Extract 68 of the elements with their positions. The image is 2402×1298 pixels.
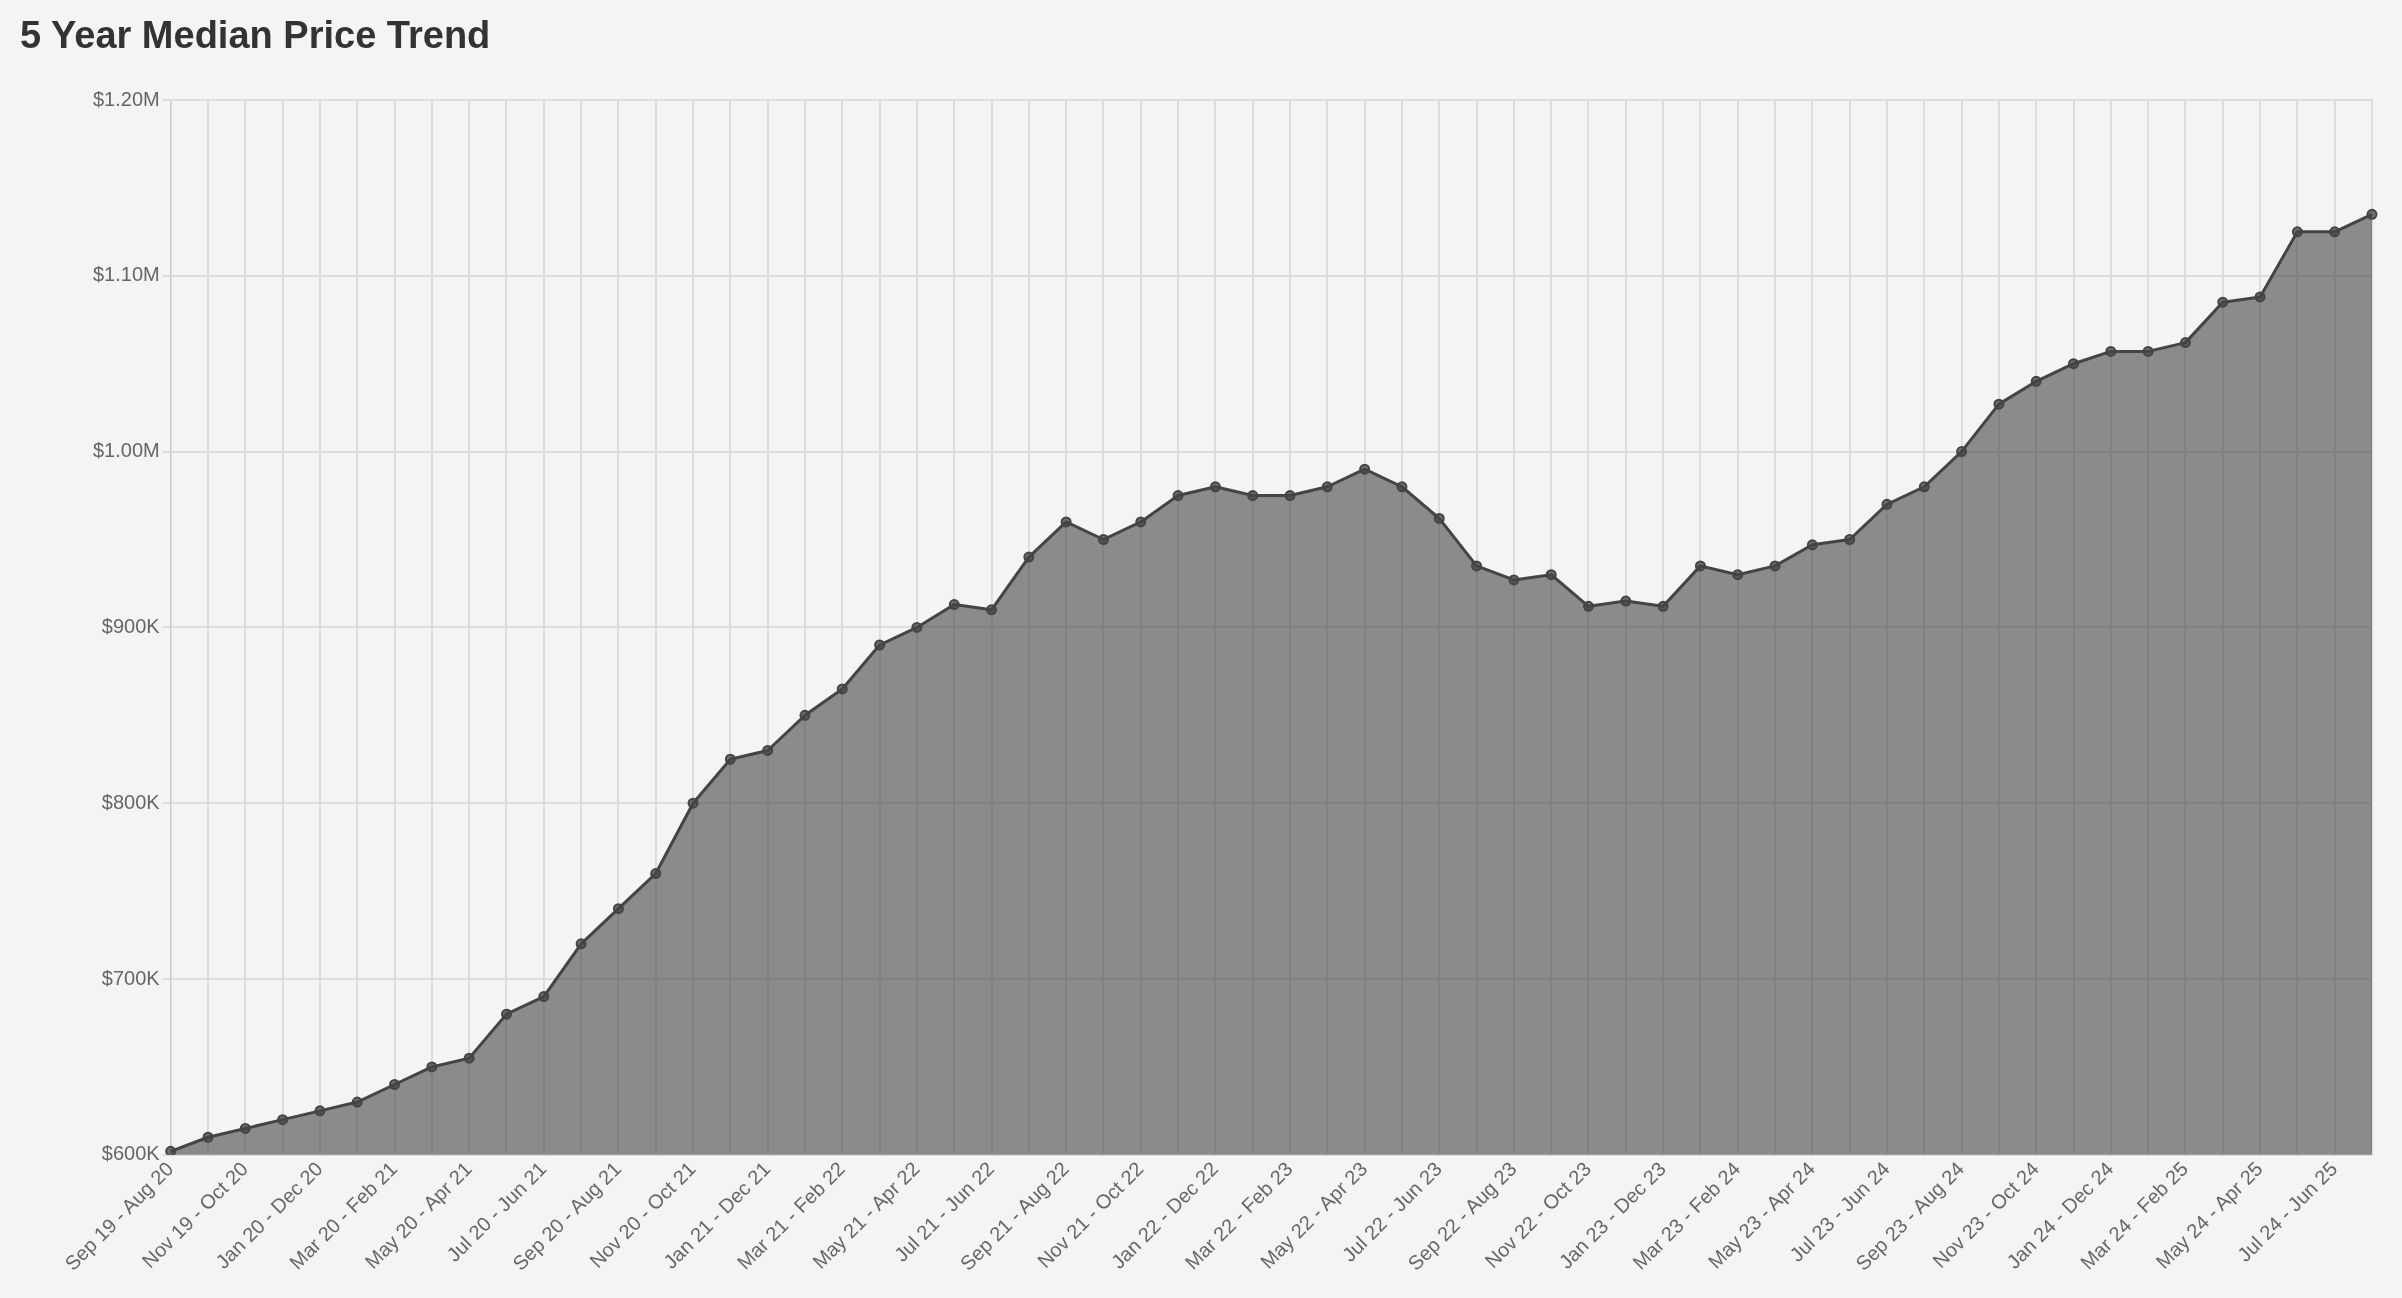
point [389,1078,401,1090]
point [762,744,774,756]
point [724,753,736,765]
point [1209,481,1221,493]
point [575,938,587,950]
point [2030,375,2042,387]
point [1321,481,1333,493]
point [2291,226,2303,238]
point [1732,569,1744,581]
point [2142,345,2154,357]
point [911,621,923,633]
point [1172,490,1184,502]
y-tick-label: $700K [101,966,161,989]
point [2179,337,2191,349]
point [501,1008,512,1020]
point [1844,534,1856,546]
point [2329,226,2341,238]
point [1582,600,1594,612]
point [1023,551,1035,563]
point [165,1145,177,1155]
point [1471,560,1483,572]
point [2366,208,2378,220]
point [1657,600,1669,612]
point [650,868,662,880]
point [1135,516,1147,528]
point [948,599,960,611]
point [1545,569,1557,581]
point [2254,291,2266,303]
y-tick-label: $1.00M [92,439,160,462]
point [874,639,886,651]
point [202,1131,214,1143]
point [351,1096,363,1108]
point [2105,345,2117,357]
point [239,1122,251,1134]
point [426,1061,438,1073]
point [277,1114,289,1126]
y-tick-label: $600K [101,1142,161,1165]
point [463,1052,475,1064]
point [1694,560,1706,572]
point [1620,595,1632,607]
point [799,709,811,721]
point [1247,490,1259,502]
point [538,991,550,1003]
y-tick-label: $1.20M [92,87,160,110]
point [314,1105,326,1117]
point [612,903,624,915]
point [1097,534,1109,546]
point [1060,516,1072,528]
point [1284,490,1296,502]
y-tick-label: $800K [101,790,161,813]
point [1993,398,2005,410]
chart-title: 5 Year Median Price Trend [20,14,491,57]
y-tick-label: $900K [101,614,161,637]
y-tick-label: $1.10M [92,263,160,286]
point [1433,512,1445,524]
point [1359,463,1371,475]
point [1396,481,1408,493]
point [1508,574,1520,586]
point [1956,446,1968,458]
point [1881,498,1893,510]
point [687,797,699,809]
point [1806,539,1818,551]
point [1769,560,1781,572]
point [1918,481,1930,493]
point [2068,358,2080,370]
point [2217,296,2229,308]
point [986,604,998,616]
point [836,683,848,695]
